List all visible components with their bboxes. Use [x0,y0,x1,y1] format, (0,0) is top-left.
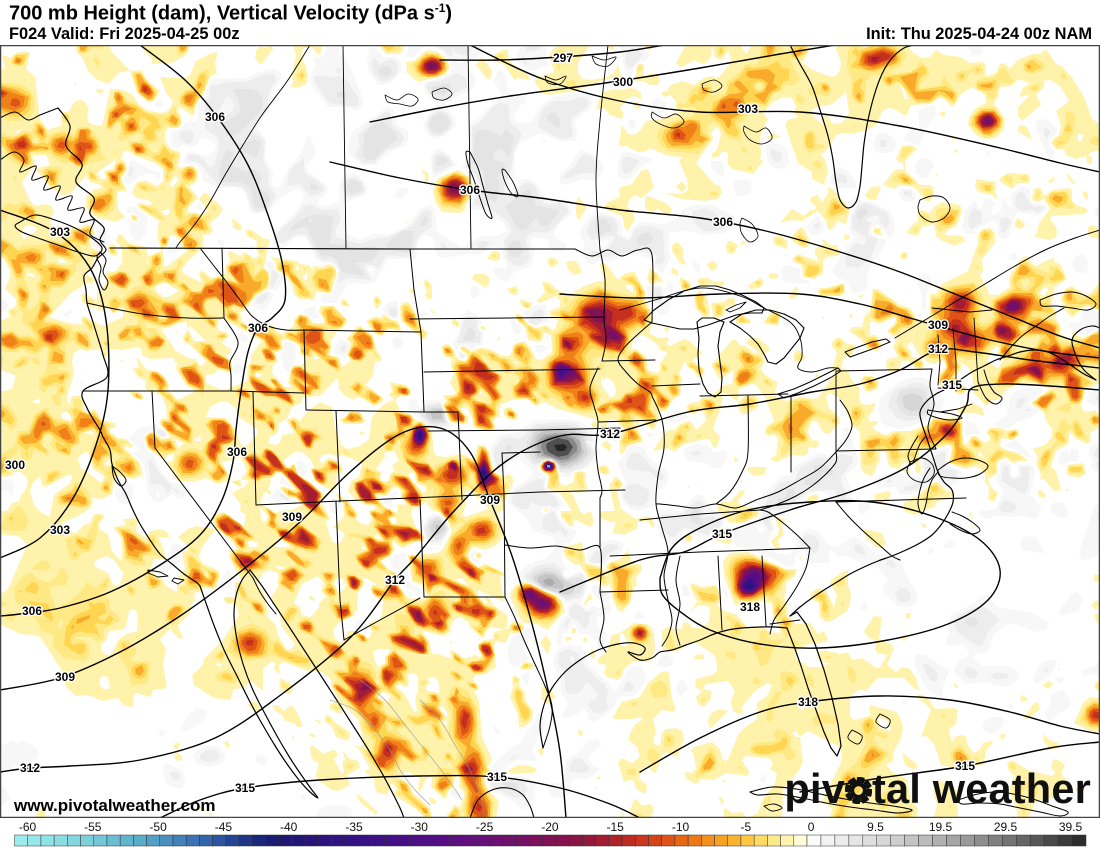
svg-text:-40: -40 [280,820,298,834]
svg-text:-20: -20 [541,820,559,834]
svg-text:315: 315 [712,527,732,541]
svg-text:309: 309 [928,318,948,332]
svg-text:297: 297 [553,51,573,65]
svg-text:309: 309 [282,510,302,524]
svg-text:-55: -55 [84,820,102,834]
svg-text:306: 306 [713,215,733,229]
svg-text:-10: -10 [672,820,690,834]
svg-text:315: 315 [235,781,255,795]
svg-text:303: 303 [738,102,758,116]
svg-text:312: 312 [385,573,405,587]
svg-text:315: 315 [942,378,962,392]
svg-text:309: 309 [480,493,500,507]
svg-text:-25: -25 [476,820,494,834]
svg-text:0: 0 [808,820,815,834]
svg-text:39.5: 39.5 [1059,820,1083,834]
svg-text:315: 315 [487,770,507,784]
svg-text:300: 300 [613,75,633,89]
svg-text:318: 318 [798,695,818,709]
svg-text:-45: -45 [215,820,233,834]
svg-text:309: 309 [55,670,75,684]
svg-text:312: 312 [928,342,948,356]
svg-text:306: 306 [227,445,247,459]
svg-text:-50: -50 [149,820,167,834]
svg-text:-60: -60 [19,820,37,834]
svg-text:312: 312 [20,761,40,775]
svg-text:306: 306 [22,604,42,618]
svg-text:303: 303 [50,225,70,239]
svg-text:303: 303 [50,523,70,537]
svg-text:306: 306 [460,183,480,197]
svg-text:19.5: 19.5 [929,820,953,834]
svg-text:306: 306 [205,110,225,124]
svg-text:306: 306 [248,321,268,335]
svg-text:-5: -5 [740,820,751,834]
svg-text:-35: -35 [345,820,363,834]
svg-text:318: 318 [740,600,760,614]
svg-text:29.5: 29.5 [994,820,1018,834]
svg-text:9.5: 9.5 [867,820,884,834]
svg-text:300: 300 [5,458,25,472]
svg-text:312: 312 [600,427,620,441]
svg-text:315: 315 [955,759,975,773]
svg-text:-30: -30 [411,820,429,834]
svg-text:-15: -15 [607,820,625,834]
